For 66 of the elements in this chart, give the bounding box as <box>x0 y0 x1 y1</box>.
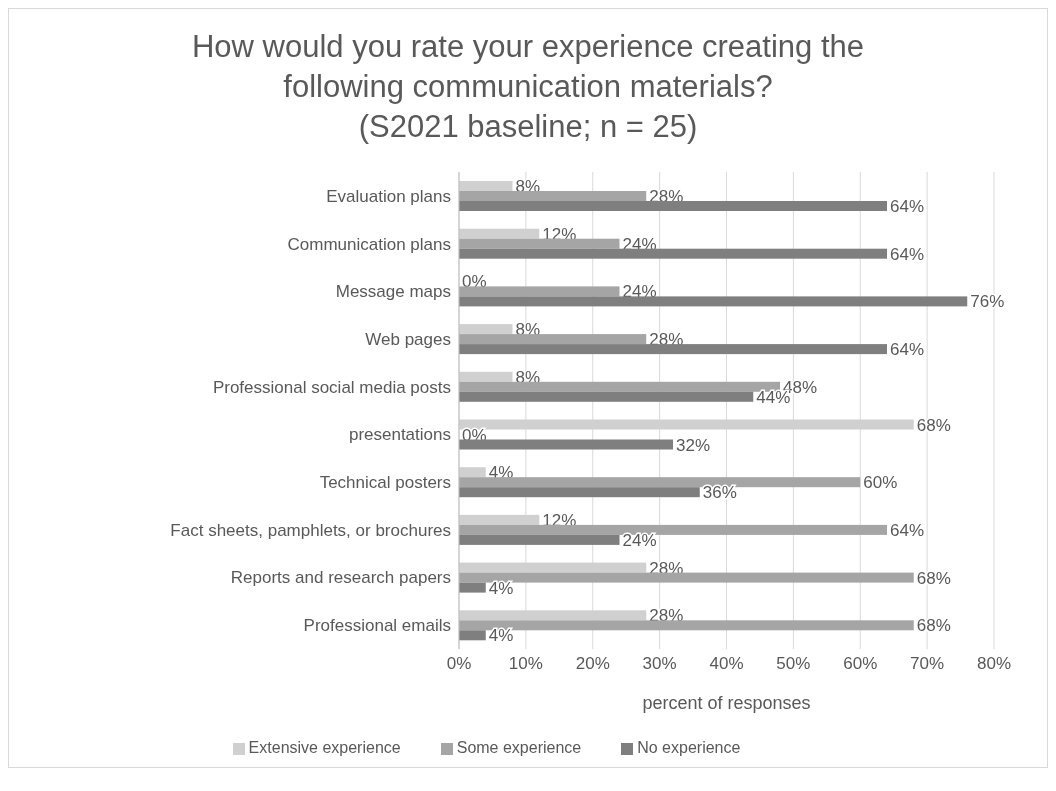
bar <box>459 534 620 545</box>
bar <box>459 334 647 345</box>
bar <box>459 286 620 297</box>
x-tick-label: 50% <box>776 654 811 674</box>
x-tick-label: 70% <box>910 654 945 674</box>
y-tick-label: Communication plans <box>287 234 451 254</box>
data-label: 24% <box>622 530 657 550</box>
data-label: 60% <box>863 473 898 493</box>
bar <box>459 238 620 249</box>
bar <box>459 324 513 335</box>
legend-label: Extensive experience <box>248 739 401 756</box>
bar <box>459 248 887 259</box>
bar <box>459 630 486 641</box>
x-axis-title: percent of responses <box>642 693 811 713</box>
y-tick-label: Professional emails <box>303 616 451 636</box>
bar <box>459 391 754 402</box>
bar <box>459 582 486 593</box>
bar <box>459 381 780 392</box>
bar <box>459 524 887 535</box>
bar <box>459 572 914 583</box>
data-label: 64% <box>890 520 925 540</box>
data-label: 28% <box>649 606 684 626</box>
data-label: 36% <box>702 483 737 503</box>
bar <box>459 477 861 488</box>
data-label: 64% <box>890 244 925 264</box>
data-label: 68% <box>916 616 951 636</box>
x-tick-label: 40% <box>709 654 744 674</box>
x-tick-label: 30% <box>642 654 677 674</box>
x-tick-label: 60% <box>843 654 878 674</box>
data-label: 68% <box>916 415 951 435</box>
y-tick-label: Professional social media posts <box>212 377 451 397</box>
y-tick-label: presentations <box>348 425 451 445</box>
x-tick-label: 10% <box>508 654 543 674</box>
y-tick-label: Evaluation plans <box>326 186 451 206</box>
data-label: 4% <box>488 626 514 646</box>
legend-label: No experience <box>637 739 741 756</box>
bar <box>459 371 513 382</box>
data-label: 64% <box>890 340 925 360</box>
x-tick-label: 20% <box>575 654 610 674</box>
bar <box>459 296 968 307</box>
y-tick-label: Reports and research papers <box>230 568 451 588</box>
y-tick-label: Technical posters <box>319 473 451 493</box>
data-label: 68% <box>916 568 951 588</box>
bar <box>459 620 914 631</box>
data-label: 4% <box>488 578 514 598</box>
bar <box>459 344 887 355</box>
data-label: 0% <box>462 272 487 292</box>
data-label: 64% <box>890 197 925 216</box>
y-tick-label: Web pages <box>365 329 451 349</box>
data-label: 4% <box>488 463 514 483</box>
x-tick-label: 0% <box>446 654 472 674</box>
legend-label: Some experience <box>456 739 582 756</box>
bar <box>459 487 700 498</box>
bar <box>459 201 887 211</box>
x-tick-label: 80% <box>976 654 1012 674</box>
bar <box>459 467 486 478</box>
data-label: 32% <box>676 435 711 455</box>
bar <box>459 439 673 450</box>
y-tick-label: Message maps <box>335 282 451 302</box>
chart-title: How would you rate your experience creating the following communication materials? (S2021 baseline; n = 25) <box>190 28 865 146</box>
y-tick-label: Fact sheets, pamphlets, or brochures <box>170 520 451 540</box>
data-label: 8% <box>515 320 541 340</box>
data-label: 24% <box>622 282 657 302</box>
bar <box>459 191 647 201</box>
data-label: 76% <box>970 292 1005 312</box>
bar <box>459 181 513 191</box>
